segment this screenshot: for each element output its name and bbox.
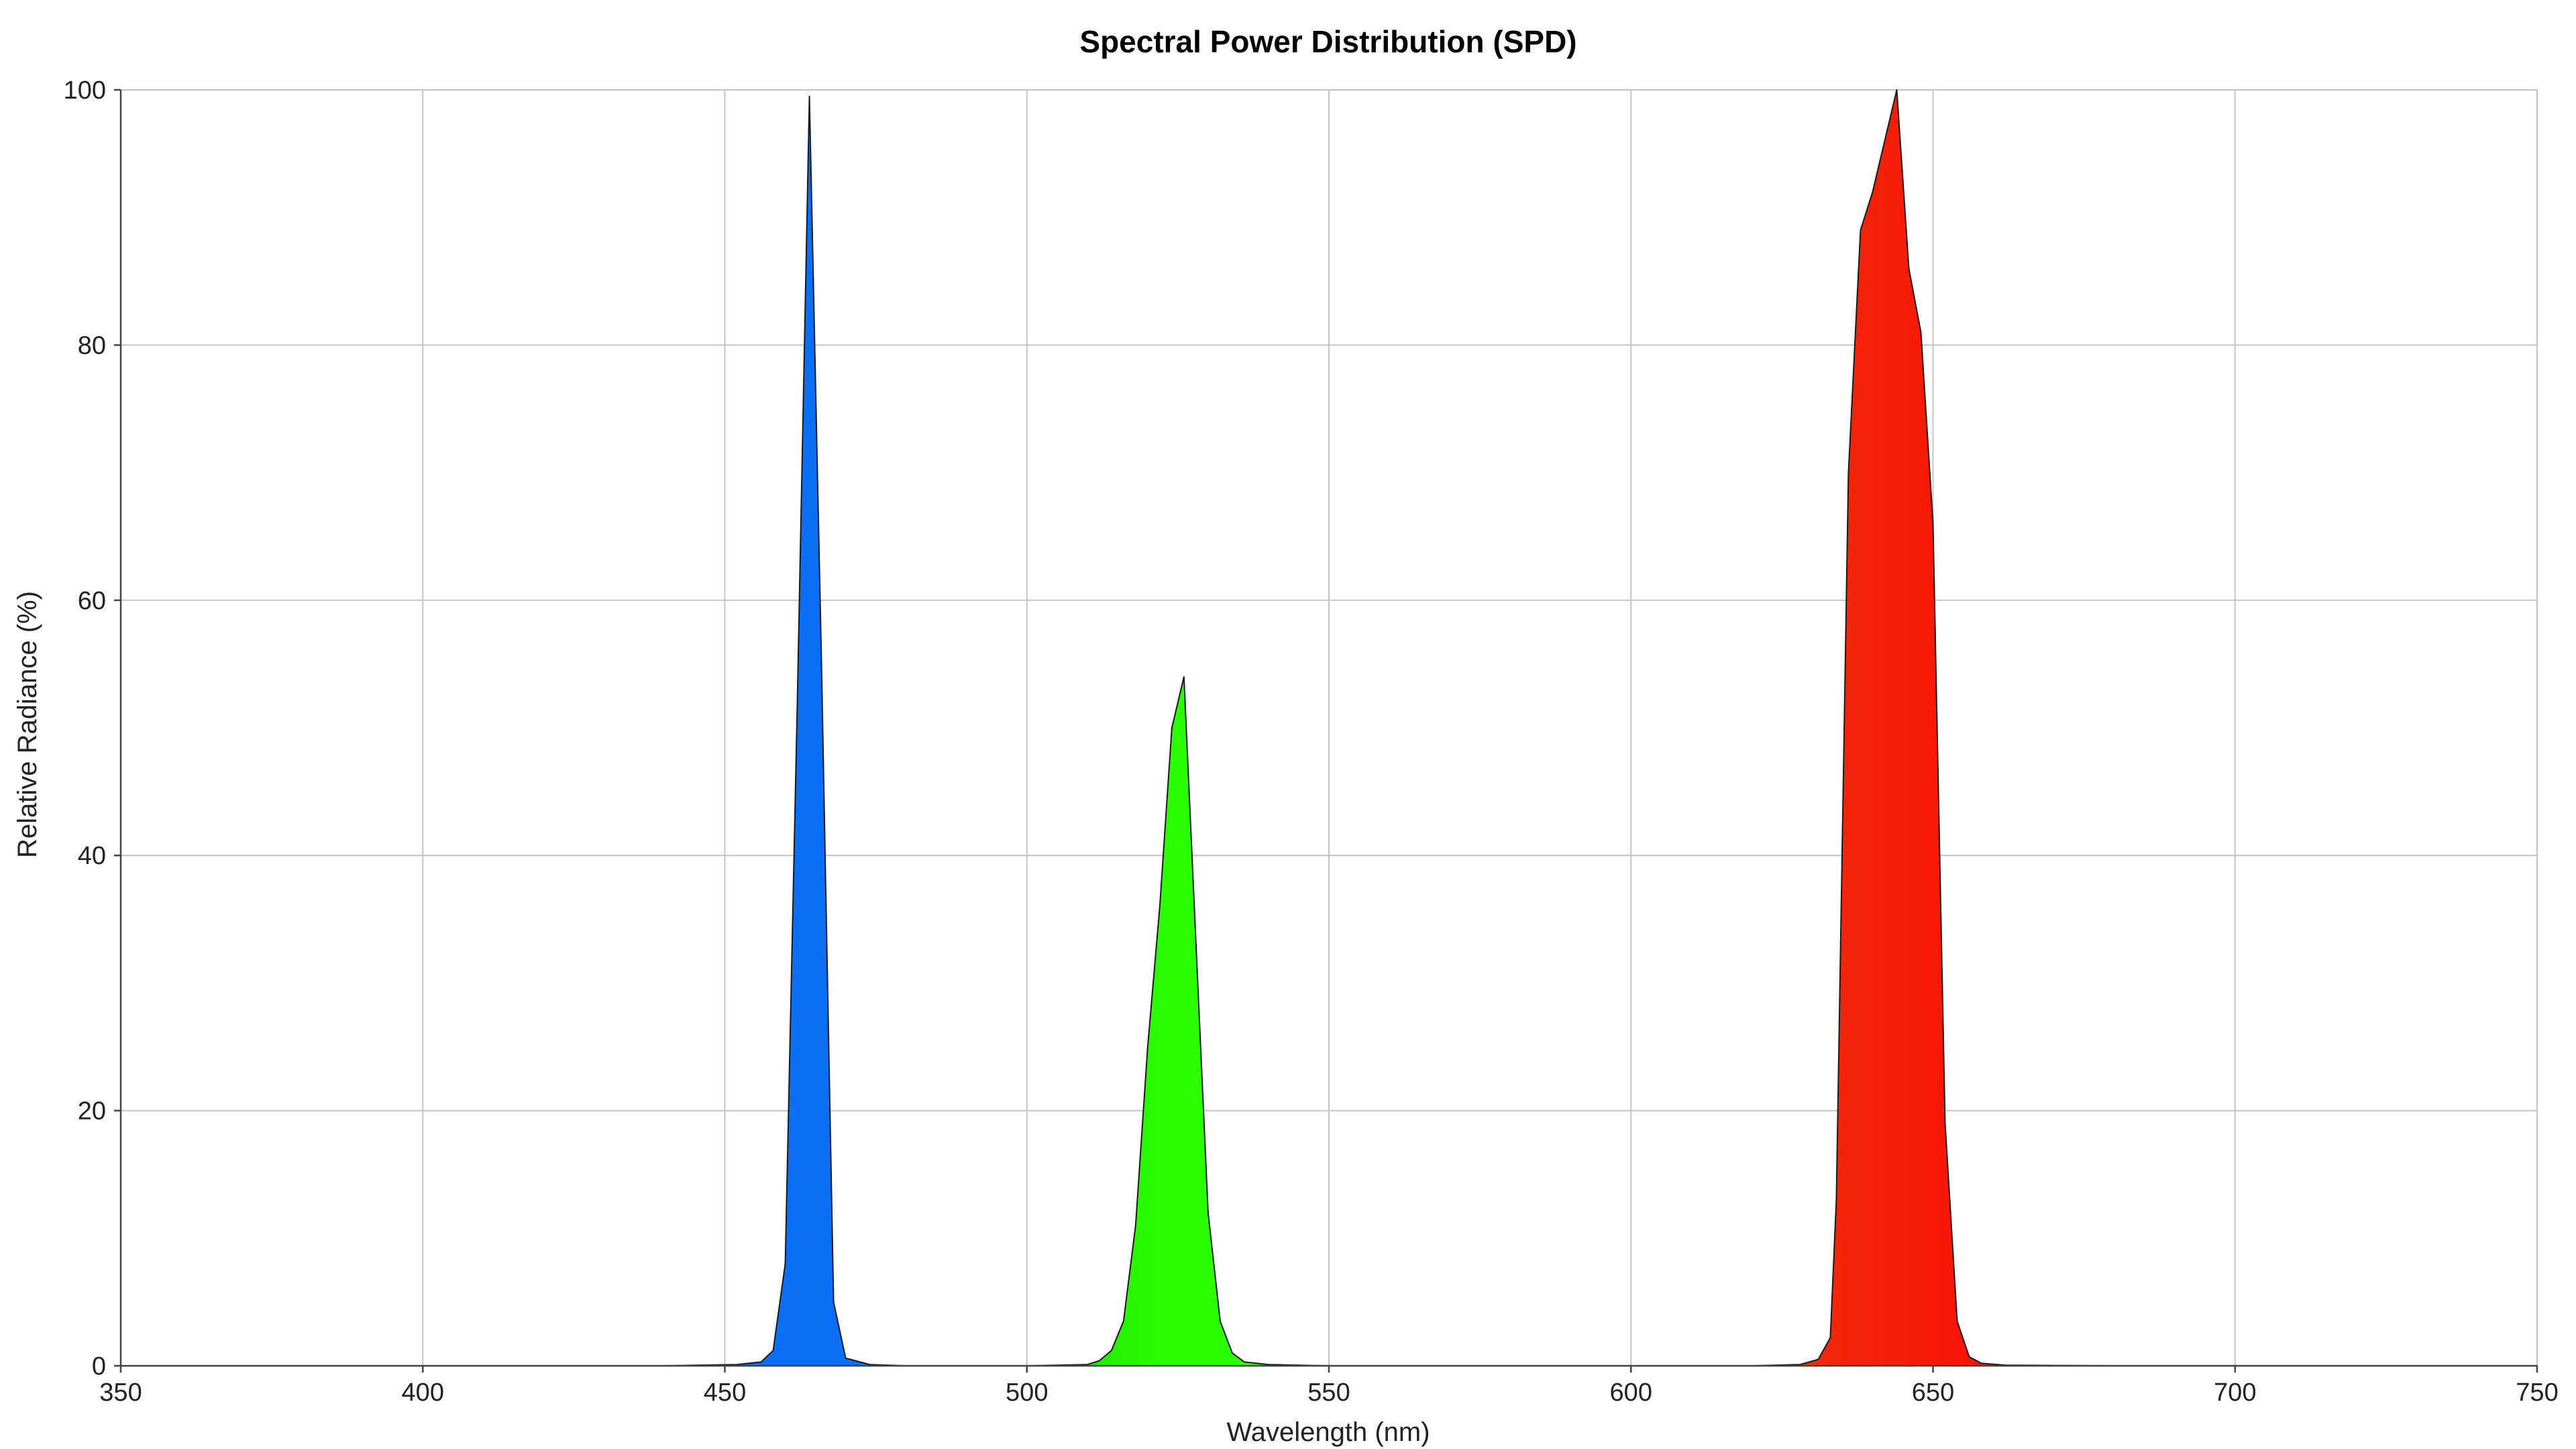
x-axis-label: Wavelength (nm) [1226,1417,1430,1447]
chart-title: Spectral Power Distribution (SPD) [1079,24,1576,59]
x-tick-label: 650 [1912,1379,1954,1407]
x-tick-label: 750 [2516,1379,2558,1407]
x-tick-label: 550 [1307,1379,1350,1407]
x-tick-label: 700 [2214,1379,2256,1407]
y-tick-label: 80 [78,331,106,360]
plot-area [301,89,2538,1366]
y-tick-label: 40 [78,842,106,870]
y-tick-label: 0 [92,1352,106,1381]
y-tick-label: 100 [64,76,106,105]
axes: 350 400 450 500 550 600 650 700 750 0 20 40 60 80 100 [64,76,2559,1407]
x-tick-label: 350 [99,1379,142,1407]
spectral-peak-2 [1630,89,2538,1366]
x-tick-label: 600 [1610,1379,1652,1407]
y-tick-label: 60 [78,587,106,615]
x-tick-label: 450 [704,1379,746,1407]
y-axis-label: Relative Radiance (%) [13,591,42,858]
x-tick-label: 400 [402,1379,444,1407]
spectral-peak-1 [965,676,1330,1366]
y-tick-label: 20 [78,1097,106,1126]
x-tick-label: 500 [1006,1379,1048,1407]
grid [120,89,2538,1366]
spectral-peak-0 [301,95,1028,1366]
